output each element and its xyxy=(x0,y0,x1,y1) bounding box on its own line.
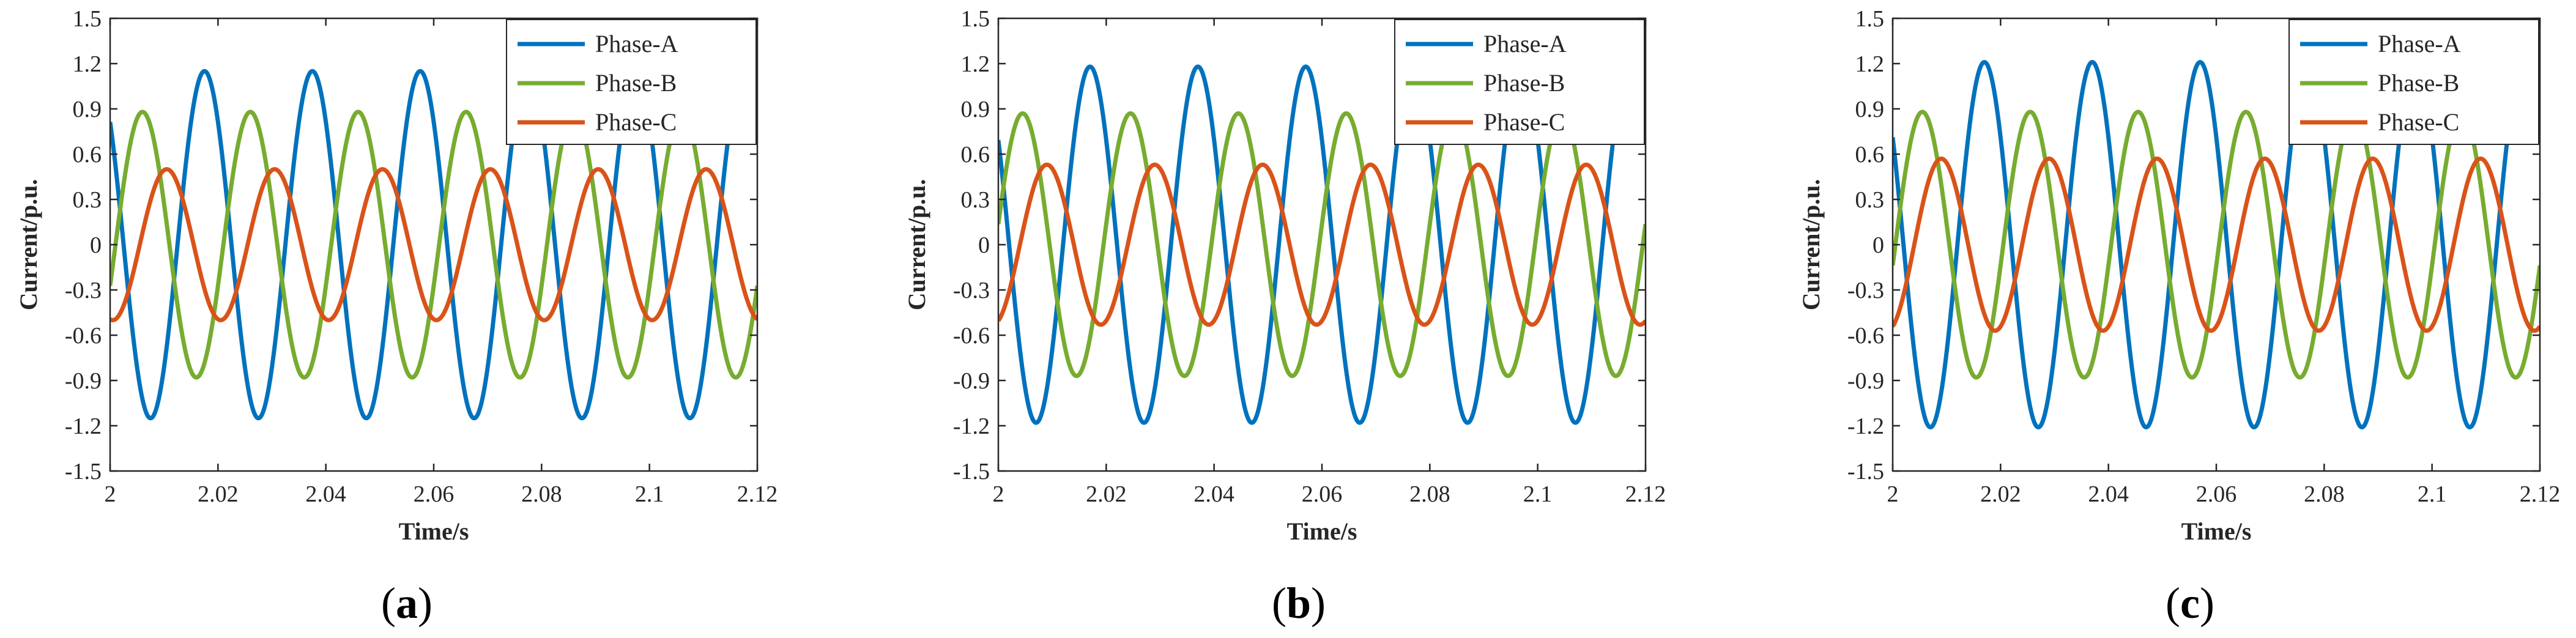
x-tick-label: 2 xyxy=(105,481,116,507)
x-tick-label: 2.1 xyxy=(1523,481,1553,507)
y-tick-label: 0 xyxy=(1873,232,1884,258)
caption-paren-open: ( xyxy=(1272,579,1286,628)
caption-paren-close: ) xyxy=(1311,579,1326,628)
x-tick-label: 2.08 xyxy=(2304,481,2345,507)
chart-panel-b: -1.5 -1.2 -0.9 -0.6 -0.3 0 0.3 0.6 0.9 1.2 1.5 2 2.0… xyxy=(903,6,1666,628)
x-tick-label: 2.12 xyxy=(1625,481,1666,507)
caption-paren-close: ) xyxy=(2200,579,2214,628)
y-tick-label: -0.9 xyxy=(1847,368,1884,394)
y-tick-label: -1.5 xyxy=(1847,459,1884,484)
y-tick-label: 0.3 xyxy=(1855,187,1885,213)
x-tick-label: 2.08 xyxy=(521,481,562,507)
y-tick-label: 0.9 xyxy=(1855,97,1885,122)
series-line-phase-b xyxy=(998,111,1646,379)
y-tick-label: -0.6 xyxy=(65,323,102,349)
y-tick-label: -0.3 xyxy=(65,278,102,303)
caption-paren-open: ( xyxy=(2166,579,2180,628)
y-tick-label: 1.2 xyxy=(1855,51,1885,77)
legend-entry-phase-a: Phase-A xyxy=(595,30,678,57)
caption-paren-open: ( xyxy=(381,579,396,628)
y-tick-label: 0.9 xyxy=(961,97,990,122)
legend-entry-phase-b: Phase-B xyxy=(595,69,677,97)
series-line-phase-b xyxy=(110,109,757,380)
legend-entry-phase-b: Phase-B xyxy=(2378,69,2459,97)
y-tick-label: -1.5 xyxy=(953,459,990,484)
y-tick-label: 1.2 xyxy=(961,51,990,77)
y-tick-label: 0.6 xyxy=(961,142,990,168)
legend-entry-phase-b: Phase-B xyxy=(1483,69,1565,97)
y-tick-label: 1.5 xyxy=(73,6,102,32)
series-line-phase-b xyxy=(1893,109,2540,380)
panel-caption: (a) xyxy=(381,579,432,628)
x-tick-label: 2 xyxy=(993,481,1004,507)
x-tick-label: 2.06 xyxy=(1302,481,1343,507)
y-tick-label: -0.9 xyxy=(65,368,102,394)
y-tick-label: -0.3 xyxy=(1847,278,1884,303)
x-tick-label: 2.1 xyxy=(2418,481,2447,507)
x-tick-label: 2.06 xyxy=(414,481,455,507)
series-line-phase-c xyxy=(1893,156,2540,333)
y-tick-label: -1.2 xyxy=(953,414,990,439)
panel-caption: (c) xyxy=(2166,579,2214,628)
chart-panel-a: -1.5 -1.2 -0.9 -0.6 -0.3 0 0.3 0.6 0.9 1.2 1.5 2 2.0… xyxy=(15,6,778,628)
y-tick-label: -0.9 xyxy=(953,368,990,394)
y-axis-label: Current/p.u. xyxy=(1797,179,1825,311)
x-tick-label: 2.04 xyxy=(1193,481,1234,507)
y-tick-label: 1.5 xyxy=(1855,6,1885,32)
y-tick-label: 0 xyxy=(978,232,990,258)
y-tick-label: 0.6 xyxy=(73,142,102,168)
x-tick-label: 2.1 xyxy=(635,481,664,507)
x-tick-label: 2.02 xyxy=(198,481,239,507)
series-line-phase-c xyxy=(998,162,1646,327)
x-tick-label: 2.04 xyxy=(305,481,346,507)
x-tick-label: 2.08 xyxy=(1409,481,1450,507)
y-axis-label: Current/p.u. xyxy=(15,179,42,311)
x-axis-label: Time/s xyxy=(2181,517,2252,545)
legend-entry-phase-c: Phase-C xyxy=(1483,108,1565,136)
x-tick-label: 2.12 xyxy=(2520,481,2561,507)
legend-entry-phase-a: Phase-A xyxy=(1483,30,1567,57)
y-tick-label: 0.9 xyxy=(73,97,102,122)
x-tick-label: 2.02 xyxy=(1980,481,2021,507)
y-tick-label: 0 xyxy=(90,232,102,258)
x-axis-label: Time/s xyxy=(1287,517,1357,545)
y-tick-label: 1.2 xyxy=(73,51,102,77)
chart-panel-c: -1.5 -1.2 -0.9 -0.6 -0.3 0 0.3 0.6 0.9 1.2 1.5 2 2.0… xyxy=(1797,6,2560,628)
y-tick-label: -0.6 xyxy=(1847,323,1884,349)
y-tick-label: -0.6 xyxy=(953,323,990,349)
legend-entry-phase-a: Phase-A xyxy=(2378,30,2461,57)
x-tick-label: 2.04 xyxy=(2088,481,2129,507)
series-line-phase-c xyxy=(110,167,757,322)
x-tick-label: 2.06 xyxy=(2196,481,2237,507)
y-tick-label: 0.3 xyxy=(73,187,102,213)
caption-letter: c xyxy=(2180,579,2200,628)
x-tick-label: 2.02 xyxy=(1086,481,1127,507)
y-axis-label: Current/p.u. xyxy=(903,179,930,311)
x-axis-label: Time/s xyxy=(399,517,469,545)
legend-entry-phase-c: Phase-C xyxy=(595,108,677,136)
y-tick-label: -1.5 xyxy=(65,459,102,484)
y-tick-label: -1.2 xyxy=(1847,414,1884,439)
x-tick-label: 2 xyxy=(1887,481,1899,507)
caption-letter: a xyxy=(396,579,418,628)
caption-letter: b xyxy=(1286,579,1311,628)
legend-entry-phase-c: Phase-C xyxy=(2378,108,2459,136)
y-tick-label: -1.2 xyxy=(65,414,102,439)
panel-caption: (b) xyxy=(1272,579,1326,628)
x-tick-label: 2.12 xyxy=(737,481,778,507)
y-tick-label: -0.3 xyxy=(953,278,990,303)
y-tick-label: 0.3 xyxy=(961,187,990,213)
y-tick-label: 1.5 xyxy=(961,6,990,32)
y-tick-label: 0.6 xyxy=(1855,142,1885,168)
caption-paren-close: ) xyxy=(418,579,432,628)
